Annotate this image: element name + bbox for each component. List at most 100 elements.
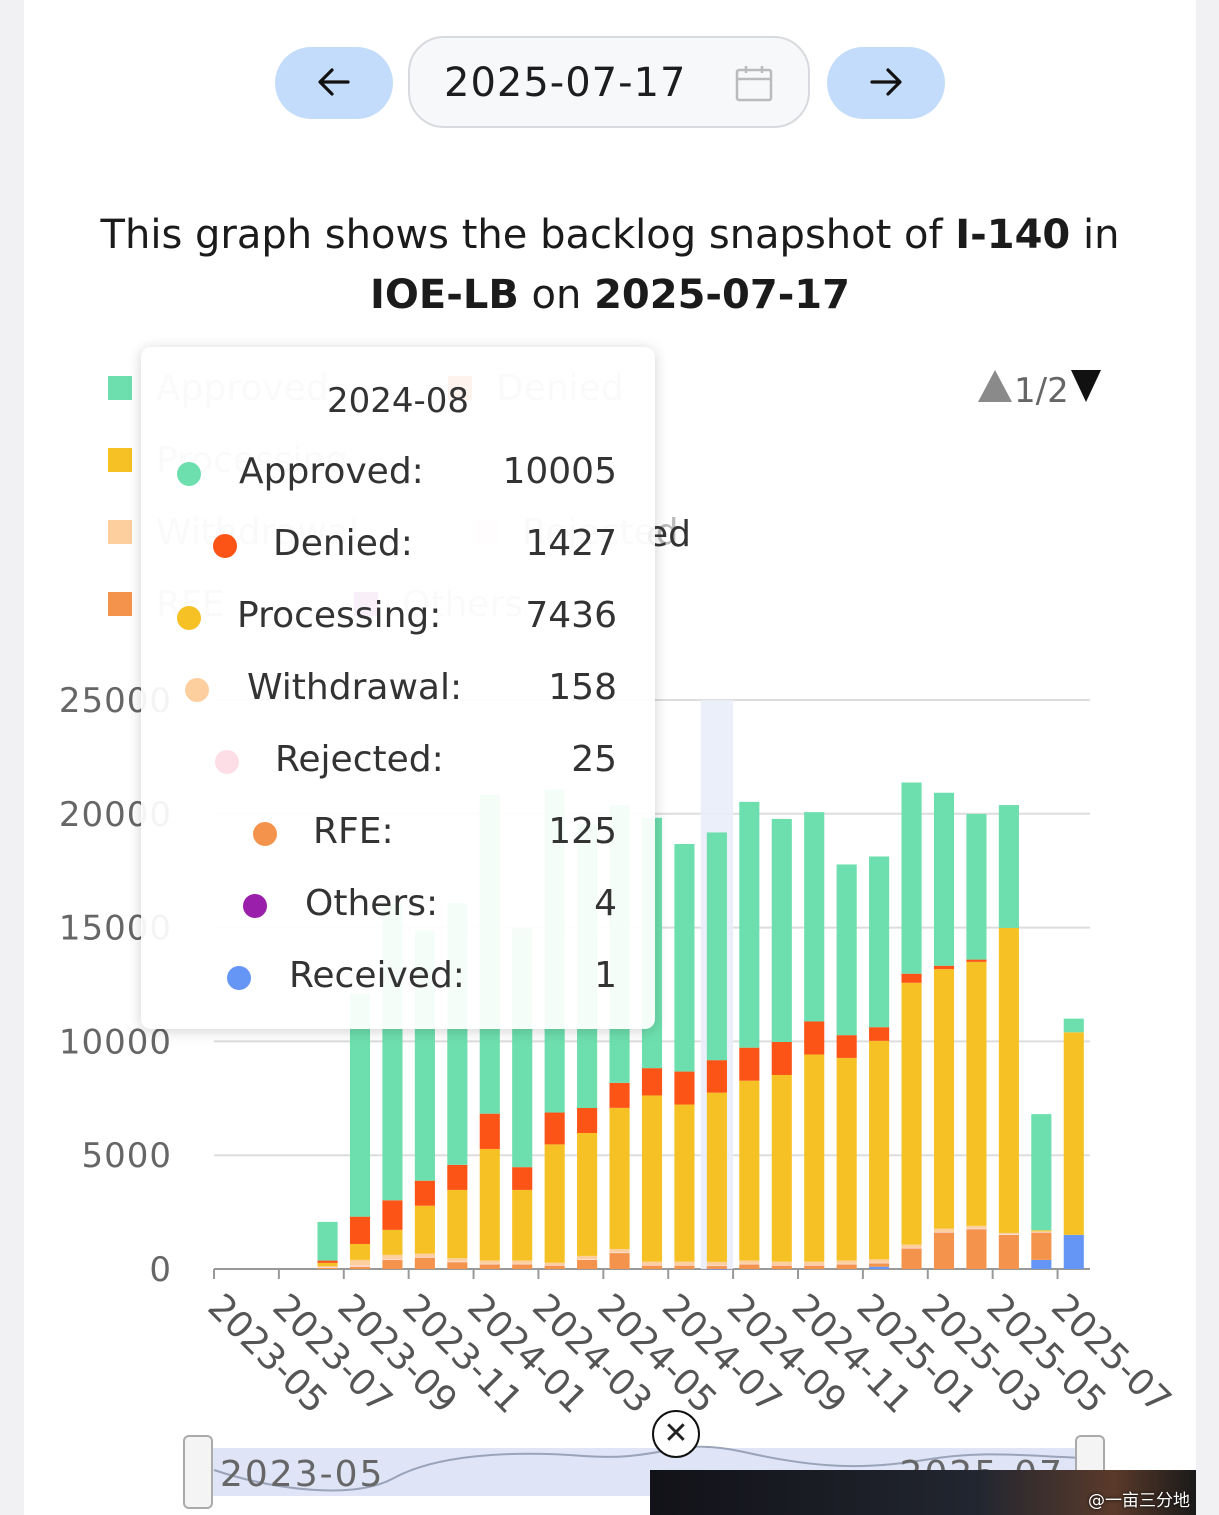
bar-segment-withdrawal (414, 1253, 435, 1257)
tooltip-series-value: 10005 (502, 451, 617, 492)
bar-segment-rfe (869, 1263, 890, 1267)
calendar-icon[interactable] (734, 64, 774, 108)
bar-segment-denied (739, 1047, 760, 1081)
bar-segment-rejected (901, 1247, 922, 1249)
bar-segment-rfe (414, 1257, 435, 1269)
date-input[interactable]: 2025-07-17 (408, 36, 810, 128)
watermark: @一亩三分地 (1088, 1491, 1190, 1511)
bar-segment-denied (641, 1068, 663, 1096)
bar-segment-rejected (869, 1262, 890, 1264)
chart-headline: This graph shows the backlog snapshot of… (44, 205, 1176, 325)
bar-segment-denied (836, 1035, 857, 1058)
tooltip-series-dot (177, 462, 201, 486)
y-tick-label: 0 (149, 1250, 172, 1290)
bar-segment-denied (609, 1082, 630, 1108)
bar-segment-approved (771, 818, 792, 1042)
tooltip-series-dot (213, 534, 237, 558)
bar-segment-rfe (609, 1253, 630, 1269)
bar-segment-processing (804, 1054, 825, 1262)
tooltip-row: Rejected: 25 (141, 737, 655, 787)
bar-segment-processing (739, 1080, 760, 1261)
bar-segment-withdrawal (349, 1259, 371, 1266)
zoom-preview-line (213, 1445, 1089, 1492)
y-tick-label: 10000 (59, 1022, 172, 1062)
bar-segment-withdrawal (998, 1232, 1019, 1235)
tooltip-row: Denied: 1427 (141, 521, 655, 571)
arrow-left-icon (314, 62, 354, 105)
bar-segment-approved (998, 805, 1019, 928)
bar-segment-denied (479, 1113, 500, 1149)
bar-segment-rfe (641, 1265, 663, 1269)
bar-segment-approved (869, 856, 890, 1028)
bar-segment-rejected (641, 1265, 663, 1266)
bar-segment-rejected (447, 1261, 468, 1263)
bar-segment-processing (706, 1092, 727, 1262)
tooltip-row: Processing: 7436 (141, 593, 655, 643)
tooltip-series-label: Rejected: (275, 739, 444, 780)
bar-segment-processing (382, 1229, 403, 1255)
bar-segment-denied (382, 1200, 403, 1230)
floating-video-thumbnail[interactable] (650, 1470, 1196, 1515)
bar-segment-denied (771, 1041, 792, 1075)
bar-segment-rejected (966, 1228, 987, 1230)
tooltip-series-value: 7436 (525, 595, 617, 636)
prev-date-button[interactable] (275, 47, 393, 119)
bar-segment-withdrawal (739, 1260, 760, 1264)
bar-segment-rfe (804, 1265, 825, 1269)
bar-segment-rfe (836, 1264, 857, 1269)
bar-segment-received (706, 1268, 727, 1270)
bar-segment-processing (414, 1205, 435, 1254)
close-circle-icon[interactable]: ✕ (652, 1410, 700, 1458)
bar-segment-withdrawal (641, 1261, 663, 1266)
bar-segment-approved (1063, 1018, 1084, 1033)
tooltip-series-label: Processing: (237, 595, 442, 636)
bar-segment-processing (869, 1040, 890, 1260)
bar-segment-denied (544, 1112, 565, 1145)
bar-segment-withdrawal (804, 1261, 825, 1266)
bar-segment-rfe (544, 1265, 565, 1269)
legend-prev-icon[interactable] (976, 368, 1014, 413)
tooltip-series-label: Others: (305, 883, 439, 924)
bar-segment-withdrawal (771, 1261, 792, 1266)
bar-segment-withdrawal (901, 1244, 922, 1248)
bar-segment-rejected (349, 1265, 371, 1267)
bar-segment-processing (933, 969, 955, 1229)
tooltip-row: Approved: 10005 (141, 449, 655, 499)
y-tick-label: 5000 (81, 1136, 172, 1176)
bar-segment-rejected (382, 1259, 403, 1261)
bar-segment-denied (414, 1180, 435, 1206)
bar-segment-processing (998, 927, 1019, 1233)
tooltip-series-label: RFE: (313, 811, 394, 852)
bar-segment-withdrawal (706, 1261, 727, 1266)
legend-next-icon[interactable] (1069, 368, 1103, 413)
bar-segment-withdrawal (512, 1260, 533, 1264)
bar-segment-rfe (512, 1264, 533, 1269)
bar-segment-withdrawal (933, 1228, 955, 1233)
headline-mid: in (1070, 212, 1120, 258)
bar-segment-approved (317, 1221, 338, 1261)
bar-segment-approved (1031, 1114, 1052, 1231)
bar-segment-withdrawal (869, 1259, 890, 1263)
bar-segment-rejected (836, 1263, 857, 1265)
bar-segment-withdrawal (836, 1260, 857, 1264)
bar-segment-denied (869, 1027, 890, 1041)
bar-segment-rfe (447, 1262, 468, 1269)
bar-segment-processing (901, 982, 922, 1245)
bar-segment-approved (739, 801, 760, 1048)
bar-segment-denied (317, 1260, 338, 1263)
bar-segment-rfe (349, 1266, 371, 1269)
headline-form: I-140 (955, 212, 1071, 258)
bar-segment-rfe (577, 1259, 598, 1269)
bar-segment-rfe (901, 1248, 922, 1269)
bar-segment-withdrawal (544, 1262, 565, 1266)
bar-segment-rejected (706, 1265, 727, 1267)
bar-segment-denied (349, 1216, 371, 1244)
bar-segment-received (869, 1266, 890, 1269)
bar-segment-rejected (998, 1234, 1019, 1235)
bar-segment-processing (836, 1057, 857, 1261)
next-date-button[interactable] (827, 47, 945, 119)
bar-segment-approved (706, 832, 727, 1061)
tooltip-series-value: 25 (571, 739, 617, 780)
bar-segment-rejected (1031, 1232, 1052, 1233)
bar-segment-approved (933, 792, 955, 966)
